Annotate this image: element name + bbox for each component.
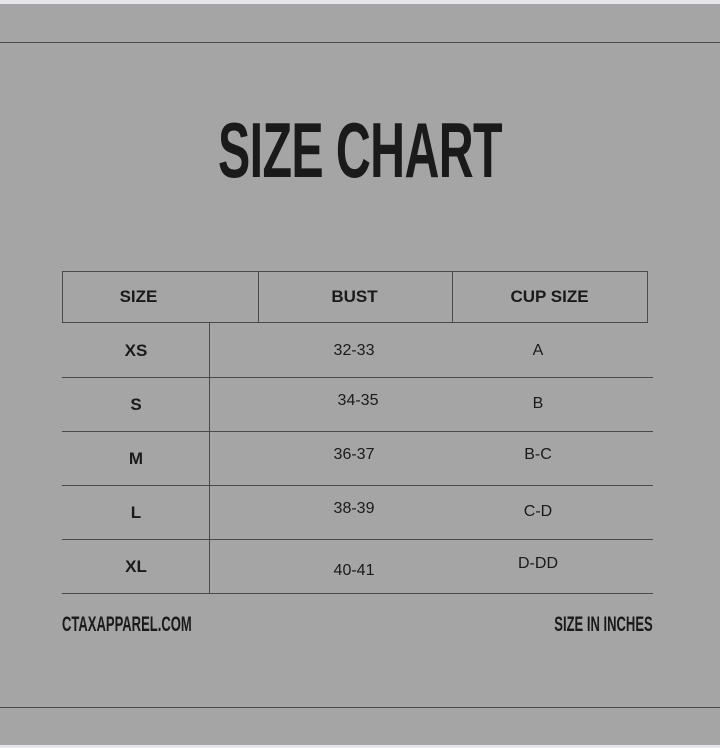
units-note: SIZE IN INCHES bbox=[554, 613, 653, 636]
bust-cell: 32-33 bbox=[333, 342, 375, 359]
row-divider bbox=[62, 593, 653, 594]
bust-cell: 36-37 bbox=[333, 446, 375, 463]
cup-cell: B-C bbox=[524, 446, 552, 463]
header-cup-label: CUP SIZE bbox=[510, 287, 589, 306]
size-cell: XL bbox=[125, 557, 147, 576]
row-divider bbox=[62, 377, 653, 378]
cup-cell: B bbox=[532, 395, 544, 412]
size-cell: S bbox=[130, 395, 142, 414]
header-size: SIZE bbox=[62, 271, 259, 323]
column-divider bbox=[209, 322, 210, 593]
cup-cell: D-DD bbox=[518, 555, 558, 572]
bust-cell: 34-35 bbox=[337, 392, 379, 409]
bust-cell: 38-39 bbox=[333, 500, 375, 517]
header-bust-label: BUST bbox=[331, 287, 378, 306]
header-cup-size: CUP SIZE bbox=[452, 271, 648, 323]
website-label: CTAXAPPAREL.COM bbox=[62, 613, 192, 636]
size-cell: XS bbox=[124, 341, 148, 360]
cup-cell: A bbox=[532, 342, 544, 359]
bottom-divider bbox=[0, 707, 720, 708]
top-divider bbox=[0, 42, 720, 43]
bottom-border-strip bbox=[0, 745, 720, 748]
row-divider bbox=[62, 431, 653, 432]
header-size-label: SIZE bbox=[119, 287, 158, 306]
row-divider bbox=[62, 485, 653, 486]
size-cell: M bbox=[128, 449, 144, 468]
page-title: SIZE CHART bbox=[218, 106, 503, 194]
top-border-strip bbox=[0, 0, 720, 4]
size-cell: L bbox=[130, 503, 142, 522]
cup-cell: C-D bbox=[523, 503, 553, 520]
bust-cell: 40-41 bbox=[333, 562, 375, 579]
header-bust: BUST bbox=[257, 271, 453, 323]
row-divider bbox=[62, 539, 653, 540]
